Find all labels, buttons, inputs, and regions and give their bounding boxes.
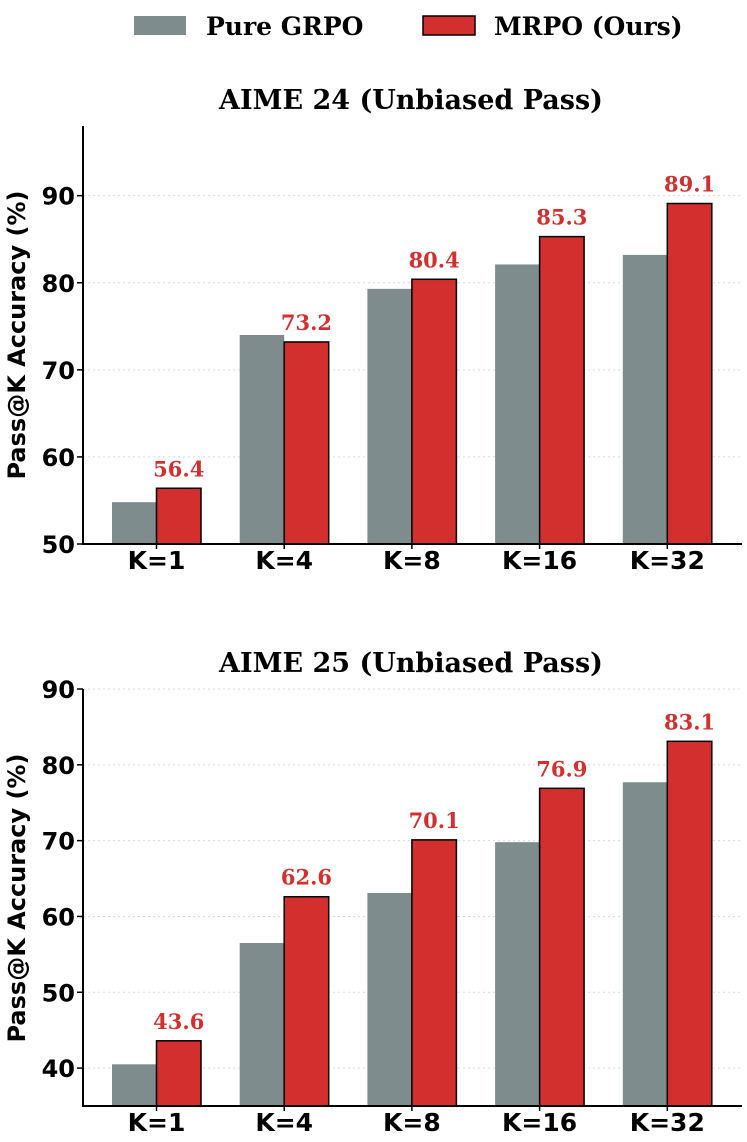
legend-swatch-mrpo <box>422 15 476 36</box>
bar-mrpo-k4 <box>283 341 330 545</box>
y-tick-label: 70 <box>42 357 75 385</box>
bar-mrpo-k32 <box>666 740 713 1107</box>
data-label: 76.9 <box>536 756 587 781</box>
y-tick-label: 50 <box>42 979 75 1007</box>
y-axis-label: Pass@K Accuracy (%) <box>3 190 31 479</box>
x-tick-label: K=32 <box>630 1108 705 1137</box>
y-tick-label: 70 <box>42 828 75 856</box>
legend: Pure GRPO MRPO (Ours) <box>134 12 683 41</box>
data-label: 83.1 <box>664 709 715 734</box>
y-axis-label: Pass@K Accuracy (%) <box>3 753 31 1042</box>
y-tick-label: 80 <box>42 752 75 780</box>
data-label: 73.2 <box>281 310 332 335</box>
x-tick-label: K=32 <box>630 546 705 575</box>
bar-pure-grpo-k4 <box>239 335 285 544</box>
y-tick-label: 60 <box>42 444 75 472</box>
chart-aime24: AIME 24 (Unbiased Pass) Pass@K Accuracy … <box>3 85 742 575</box>
chart-aime25: AIME 25 (Unbiased Pass) Pass@K Accuracy … <box>3 648 742 1137</box>
chart-title: AIME 25 (Unbiased Pass) <box>218 648 603 679</box>
bar-pure-grpo-k16 <box>495 842 540 1106</box>
bar-pure-grpo-k4 <box>239 942 285 1106</box>
x-tick-label: K=8 <box>383 1108 441 1137</box>
data-label: 80.4 <box>409 247 460 272</box>
bar-pure-grpo-k1 <box>112 1064 157 1106</box>
x-tick-label: K=4 <box>255 546 313 575</box>
x-tick-label: K=1 <box>128 1108 186 1137</box>
legend-label-mrpo: MRPO (Ours) <box>494 12 683 41</box>
bar-mrpo-k16 <box>538 235 585 545</box>
bar-mrpo-k4 <box>283 895 330 1107</box>
data-label: 89.1 <box>664 172 715 197</box>
y-tick-label: 90 <box>42 183 75 211</box>
y-tick-label: 80 <box>42 270 75 298</box>
x-tick-label: K=4 <box>255 1108 313 1137</box>
x-tick-label: K=16 <box>502 1108 577 1137</box>
data-label: 43.6 <box>153 1009 204 1034</box>
bar-pure-grpo-k8 <box>367 892 412 1106</box>
chart-title: AIME 24 (Unbiased Pass) <box>218 85 603 116</box>
bar-mrpo-k16 <box>538 787 585 1107</box>
bar-mrpo-k1 <box>155 1040 202 1107</box>
data-label: 56.4 <box>153 456 204 481</box>
data-label: 62.6 <box>281 865 332 890</box>
y-tick-label: 90 <box>42 676 75 704</box>
x-tick-label: K=16 <box>502 546 577 575</box>
x-tick-label: K=8 <box>383 546 441 575</box>
bar-mrpo-k1 <box>155 487 202 545</box>
data-label: 85.3 <box>536 205 587 230</box>
bar-pure-grpo-k32 <box>622 254 668 544</box>
legend-swatch-pure-grpo <box>134 16 186 35</box>
bar-mrpo-k8 <box>411 839 458 1107</box>
bar-pure-grpo-k32 <box>622 782 668 1106</box>
y-tick-label: 40 <box>42 1055 75 1083</box>
bar-pure-grpo-k8 <box>367 288 412 544</box>
data-label: 70.1 <box>409 808 460 833</box>
legend-label-pure-grpo: Pure GRPO <box>206 12 363 41</box>
bar-mrpo-k8 <box>411 278 458 545</box>
bar-mrpo-k32 <box>666 202 713 545</box>
y-tick-label: 60 <box>42 903 75 931</box>
bar-pure-grpo-k1 <box>112 502 157 544</box>
x-tick-label: K=1 <box>128 546 186 575</box>
bar-pure-grpo-k16 <box>495 264 540 544</box>
y-tick-label: 50 <box>42 531 75 559</box>
